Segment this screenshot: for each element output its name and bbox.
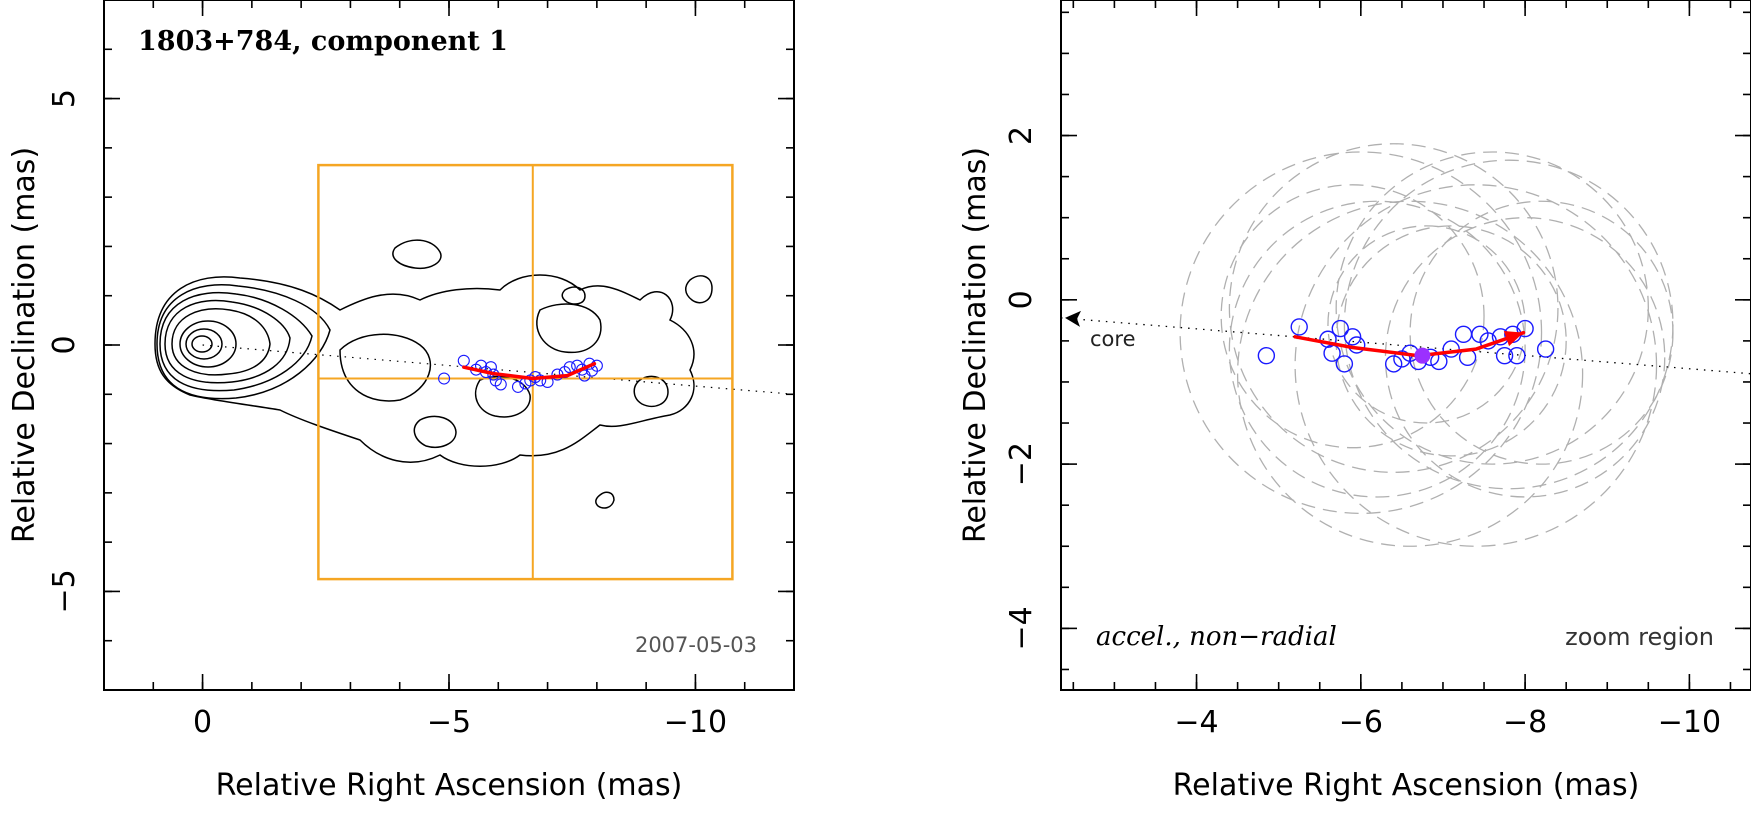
position-marker — [1290, 318, 1308, 336]
mean-position-marker — [1414, 347, 1431, 364]
left-xtick-label: −5 — [427, 705, 471, 740]
trajectory-track — [1293, 330, 1526, 358]
uncertainty-circle — [1409, 200, 1674, 465]
contour-level — [561, 286, 586, 305]
position-marker — [1508, 346, 1526, 365]
left-xtick-label: −10 — [664, 705, 727, 740]
left-ytick-label: −5 — [47, 569, 82, 613]
left-y-axis-label: Relative Declination (mas) — [7, 147, 42, 543]
position-marker — [1442, 340, 1460, 358]
contour-level — [413, 415, 457, 448]
right-x-axis-label: Relative Right Ascension (mas) — [1173, 768, 1640, 803]
left-ytick-label: 5 — [47, 89, 82, 108]
uncertainty-circle — [1220, 184, 1485, 449]
uncertainty-circle — [1228, 200, 1526, 498]
contour-map — [154, 239, 713, 509]
right-xtick-label: −4 — [1174, 705, 1218, 740]
right-xtick-label: −6 — [1339, 705, 1383, 740]
right-ytick-label: −2 — [1004, 442, 1039, 486]
contour-level — [159, 291, 313, 392]
right-panel: −4 −6 −8 −10 2 0 −2 −4 accel., non−radial zoom … — [958, 0, 1751, 803]
position-marker — [494, 378, 507, 391]
position-marker — [457, 354, 470, 367]
position-marker — [1319, 330, 1337, 348]
contour-level — [171, 308, 271, 376]
uncertainty-circle — [1236, 200, 1584, 547]
uncertainty-circle — [1179, 151, 1543, 515]
uncertainty-circle — [1335, 151, 1649, 465]
right-axes-frame — [1060, 0, 1751, 691]
left-x-axis-label: Relative Right Ascension (mas) — [216, 768, 683, 803]
contour-level — [633, 375, 669, 408]
right-y-axis-label: Relative Declination (mas) — [958, 147, 993, 543]
contour-level — [154, 274, 695, 467]
trajectory-track — [462, 361, 597, 381]
contour-level — [339, 333, 431, 402]
position-marker — [1331, 319, 1349, 338]
contour-level — [536, 303, 602, 354]
position-marker — [1335, 355, 1354, 373]
contour-level — [191, 335, 213, 353]
right-plot-marks — [1061, 143, 1751, 547]
jet-axis-line — [202, 344, 794, 395]
position-marker — [1536, 340, 1555, 358]
core-arrow-icon — [1065, 310, 1081, 327]
right-ytick-label: 0 — [1004, 290, 1039, 309]
contour-level — [164, 299, 291, 384]
uncertainty-circle — [1228, 143, 1559, 473]
position-marker — [1257, 346, 1276, 365]
trajectory-arrow-icon — [1503, 330, 1524, 347]
fit-annotation: accel., non−radial — [1096, 622, 1337, 652]
left-plot-marks — [202, 163, 794, 581]
contour-level — [185, 328, 223, 360]
uncertainty-circle — [1384, 217, 1666, 498]
right-ytick-label: −4 — [1004, 606, 1039, 650]
contour-level — [179, 320, 237, 368]
left-xtick-label: 0 — [193, 705, 212, 740]
uncertainty-circle — [1343, 159, 1674, 490]
position-marker — [1516, 319, 1534, 338]
position-marker — [1495, 346, 1514, 365]
contour-level — [685, 275, 713, 304]
position-marker — [534, 374, 547, 387]
right-ticks: −4 −6 −8 −10 2 0 −2 −4 — [1004, 0, 1751, 740]
position-marker — [438, 372, 451, 385]
right-xtick-label: −8 — [1503, 705, 1547, 740]
zoom-region-label: zoom region — [1565, 623, 1714, 651]
contour-level — [392, 239, 442, 270]
left-axes-frame — [103, 0, 795, 691]
position-marker — [1343, 328, 1362, 346]
core-label: core — [1090, 327, 1136, 351]
right-xtick-label: −10 — [1658, 705, 1721, 740]
position-marker — [511, 380, 525, 393]
uncertainty-circle — [1327, 225, 1526, 424]
left-panel: 0 −5 −10 5 0 −5 1803+784, component 1 2007-05… — [7, 0, 795, 803]
zoom-box — [317, 163, 734, 581]
contour-level — [595, 491, 615, 509]
right-ytick-label: 2 — [1004, 126, 1039, 145]
left-ytick-label: 0 — [47, 335, 82, 354]
left-title: 1803+784, component 1 — [138, 26, 508, 57]
position-marker — [1384, 355, 1403, 373]
position-marker — [1454, 325, 1473, 344]
uncertainty-circle — [1294, 184, 1658, 547]
observation-date: 2007-05-03 — [635, 633, 757, 657]
left-ticks: 0 −5 −10 5 0 −5 — [47, 0, 795, 740]
